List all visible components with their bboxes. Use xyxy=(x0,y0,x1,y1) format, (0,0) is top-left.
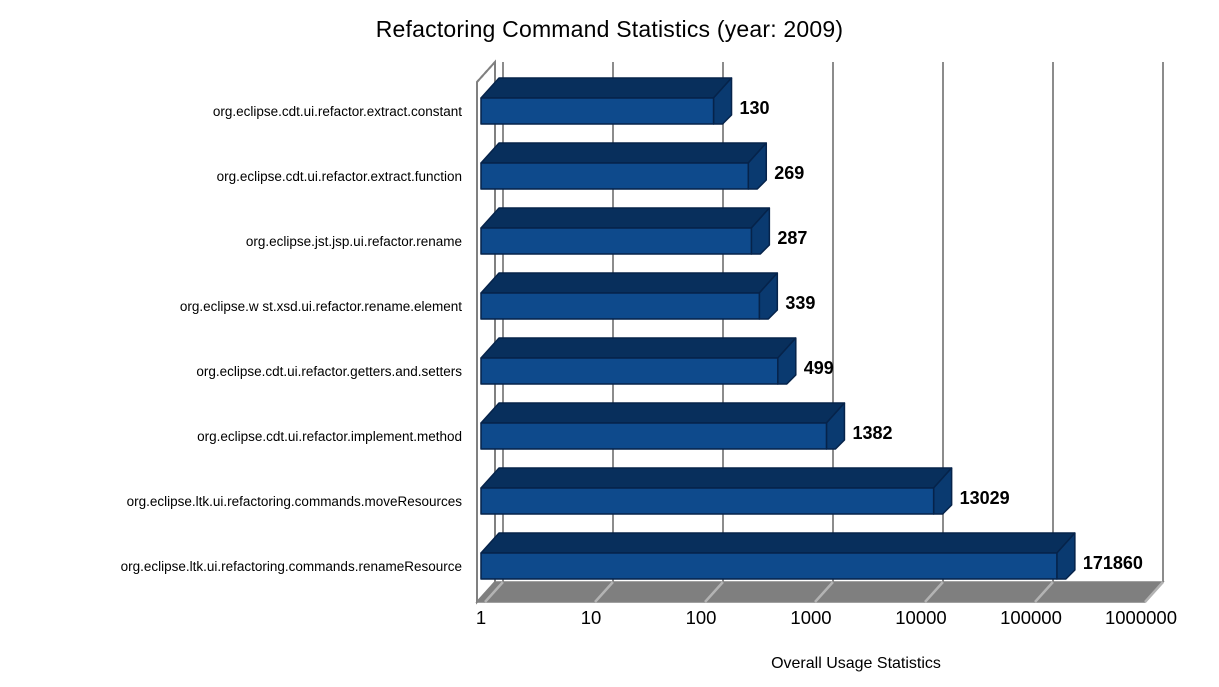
x-tick-label: 1 xyxy=(476,607,486,628)
category-label: org.eclipse.cdt.ui.refactor.extract.cons… xyxy=(213,104,462,119)
bar-top-face xyxy=(480,142,768,164)
bar-value-label: 287 xyxy=(777,228,807,248)
floor-hatch-line xyxy=(1144,581,1164,603)
bar-value-label: 171860 xyxy=(1083,553,1143,573)
bar xyxy=(480,97,715,125)
bar-top-face xyxy=(480,337,797,359)
bar-top-face xyxy=(480,532,1076,554)
floor-hatch-line xyxy=(704,581,724,603)
category-label: org.eclipse.ltk.ui.refactoring.commands.… xyxy=(121,559,462,574)
floor-hatch-line xyxy=(1034,581,1054,603)
floor xyxy=(475,581,1165,603)
category-label: org.eclipse.ltk.ui.refactoring.commands.… xyxy=(127,494,463,509)
bar xyxy=(480,162,750,190)
bar-top-face xyxy=(480,77,733,99)
x-tick-label: 1000000 xyxy=(1105,607,1177,628)
floor-hatch-line xyxy=(814,581,834,603)
left-wall-top-edge xyxy=(476,61,496,83)
category-label: org.eclipse.cdt.ui.refactor.extract.func… xyxy=(217,169,462,184)
category-label: org.eclipse.jst.jsp.ui.refactor.rename xyxy=(246,234,462,249)
bar-value-label: 130 xyxy=(740,98,770,118)
left-wall xyxy=(476,59,496,605)
bar xyxy=(480,292,761,320)
bar-value-label: 13029 xyxy=(960,488,1010,508)
floor-hatch-line xyxy=(924,581,944,603)
bar-top-face xyxy=(480,272,779,294)
category-label: org.eclipse.cdt.ui.refactor.getters.and.… xyxy=(196,364,462,379)
bar-top-face xyxy=(480,402,846,424)
bar xyxy=(480,487,935,515)
x-tick-label: 10 xyxy=(581,607,602,628)
bar-top-face xyxy=(480,207,771,229)
category-label: org.eclipse.w st.xsd.ui.refactor.rename.… xyxy=(180,299,462,314)
bar-value-label: 339 xyxy=(785,293,815,313)
bar xyxy=(480,227,753,255)
category-label: org.eclipse.cdt.ui.refactor.implement.me… xyxy=(197,429,462,444)
x-axis-title: Overall Usage Statistics xyxy=(771,655,941,672)
bar-value-label: 269 xyxy=(774,163,804,183)
bar-value-label: 1382 xyxy=(852,423,892,443)
x-tick-label: 10000 xyxy=(895,607,946,628)
x-tick-label: 100000 xyxy=(1000,607,1062,628)
chart-title: Refactoring Command Statistics (year: 20… xyxy=(375,16,844,42)
bar-top-face xyxy=(480,467,953,489)
bar-value-label: 499 xyxy=(804,358,834,378)
bar xyxy=(480,357,779,385)
floor-hatch-line xyxy=(484,581,504,603)
x-tick-label: 100 xyxy=(686,607,717,628)
bar xyxy=(480,422,828,450)
x-tick-label: 1000 xyxy=(790,607,831,628)
bar xyxy=(480,552,1058,580)
floor-hatch-line xyxy=(594,581,614,603)
